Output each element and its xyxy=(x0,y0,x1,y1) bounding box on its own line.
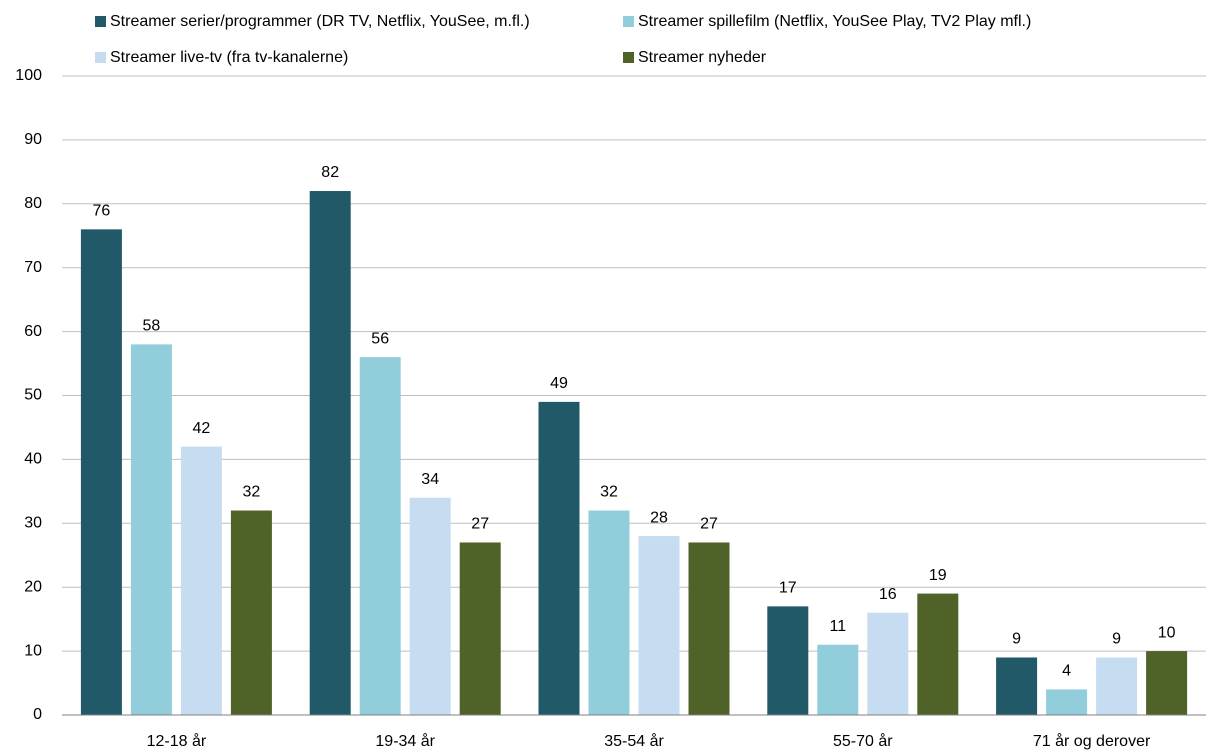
data-label: 82 xyxy=(321,164,339,181)
bar xyxy=(588,510,630,715)
x-tick-label: 55-70 år xyxy=(833,732,893,750)
data-label: 42 xyxy=(193,420,211,437)
x-tick-label: 71 år og derover xyxy=(1033,732,1151,750)
bar xyxy=(538,401,580,715)
bar xyxy=(996,657,1038,715)
bar xyxy=(1046,689,1088,715)
legend-swatch xyxy=(623,52,634,63)
bar xyxy=(867,612,909,715)
bar xyxy=(130,344,172,715)
data-label: 16 xyxy=(879,586,897,603)
data-label: 49 xyxy=(550,375,568,392)
data-label: 4 xyxy=(1062,663,1071,680)
data-label: 27 xyxy=(700,516,718,533)
y-tick-label: 100 xyxy=(15,67,42,84)
bar xyxy=(688,542,730,715)
y-tick-label: 80 xyxy=(24,195,42,212)
data-label: 9 xyxy=(1112,631,1121,648)
bar xyxy=(459,542,501,715)
bar xyxy=(638,536,680,715)
legend-label: Streamer serier/programmer (DR TV, Netfl… xyxy=(110,13,530,30)
y-tick-label: 10 xyxy=(24,642,42,659)
x-tick-label: 12-18 år xyxy=(147,732,207,750)
bar xyxy=(80,229,122,716)
data-label: 34 xyxy=(421,471,439,488)
bar xyxy=(1096,657,1138,715)
legend-label: Streamer spillefilm (Netflix, YouSee Pla… xyxy=(638,13,1031,30)
data-label: 56 xyxy=(371,330,389,347)
x-tick-label: 19-34 år xyxy=(375,732,435,750)
data-label: 28 xyxy=(650,509,668,526)
y-tick-label: 60 xyxy=(24,323,42,340)
y-tick-label: 40 xyxy=(24,451,42,468)
data-label: 17 xyxy=(779,580,797,597)
data-label: 32 xyxy=(243,484,261,501)
y-tick-label: 50 xyxy=(24,387,42,404)
y-tick-label: 0 xyxy=(33,706,42,723)
bar xyxy=(230,510,272,715)
bar xyxy=(817,644,859,715)
data-label: 11 xyxy=(829,618,846,635)
x-tick-label: 35-54 år xyxy=(604,732,664,750)
bar xyxy=(1146,651,1188,715)
bar xyxy=(180,446,222,715)
data-label: 10 xyxy=(1158,624,1176,641)
y-tick-label: 90 xyxy=(24,131,42,148)
legend-label: Streamer live-tv (fra tv-kanalerne) xyxy=(110,49,348,66)
data-label: 58 xyxy=(143,318,161,335)
data-label: 32 xyxy=(600,484,618,501)
legend-swatch xyxy=(95,52,106,63)
bar xyxy=(359,357,401,715)
bar xyxy=(409,497,451,715)
legend-label: Streamer nyheder xyxy=(638,49,767,66)
data-label: 27 xyxy=(471,516,489,533)
data-label: 19 xyxy=(929,567,947,584)
data-label: 9 xyxy=(1012,631,1021,648)
bar xyxy=(309,191,351,715)
legend-swatch xyxy=(623,16,634,27)
data-label: 76 xyxy=(93,203,111,220)
legend-swatch xyxy=(95,16,106,27)
bar xyxy=(917,593,959,715)
y-tick-label: 20 xyxy=(24,578,42,595)
y-tick-label: 70 xyxy=(24,259,42,276)
y-tick-label: 30 xyxy=(24,515,42,532)
bar xyxy=(767,606,809,715)
